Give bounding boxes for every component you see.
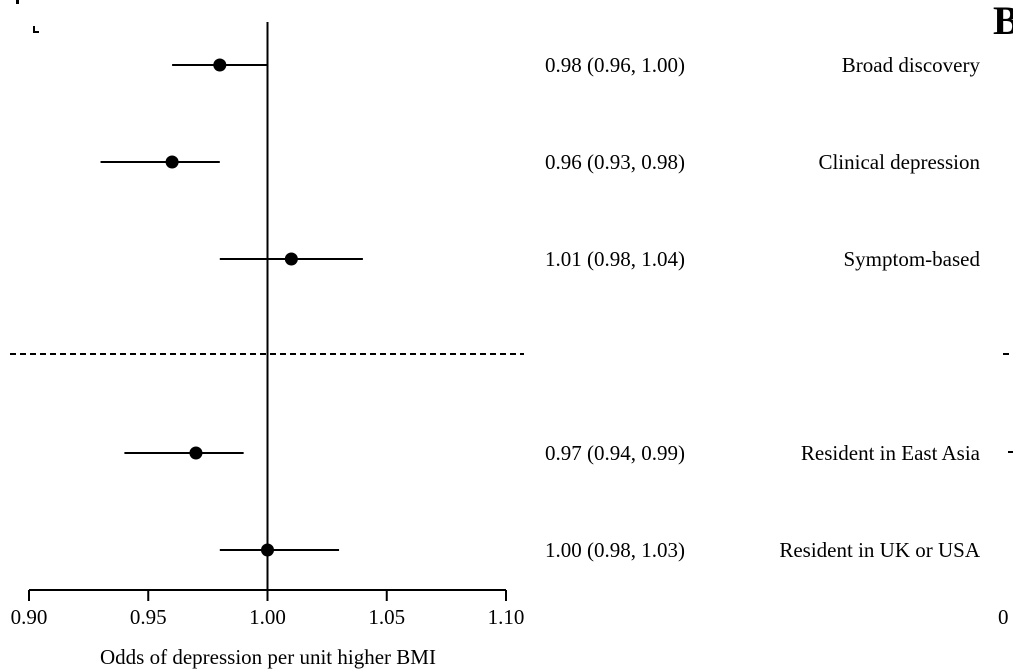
panel-letter-left-fragment	[33, 26, 39, 33]
point-estimate	[165, 155, 179, 169]
point-estimate	[189, 446, 203, 460]
x-tick-label: 1.00	[249, 605, 286, 629]
row-label: Resident in East Asia	[801, 441, 981, 465]
row-label: Resident in UK or USA	[779, 538, 980, 562]
estimate-text: 0.98 (0.96, 1.00)	[545, 53, 685, 77]
x-tick-label: 1.10	[488, 605, 525, 629]
x-tick-label: 1.05	[368, 605, 405, 629]
forest-row: 0.98 (0.96, 1.00) Broad discovery	[172, 53, 980, 77]
row-label: Symptom-based	[844, 247, 981, 271]
x-tick-label: 0.90	[11, 605, 48, 629]
row-label: Clinical depression	[818, 150, 980, 174]
point-estimate	[284, 252, 298, 266]
row-label: Broad discovery	[842, 53, 981, 77]
x-tick-label: 0.95	[130, 605, 167, 629]
point-estimate	[213, 58, 227, 72]
forest-row: 1.01 (0.98, 1.04) Symptom-based	[219, 247, 981, 271]
forest-row: 1.00 (0.98, 1.03) Resident in UK or USA	[219, 538, 981, 562]
forest-row: 0.97 (0.94, 0.99) Resident in East Asia	[124, 441, 981, 465]
estimate-text: 1.01 (0.98, 1.04)	[545, 247, 685, 271]
estimate-text: 1.00 (0.98, 1.03)	[545, 538, 685, 562]
estimate-text: 0.96 (0.93, 0.98)	[545, 150, 685, 174]
x-axis-title: Odds of depression per unit higher BMI	[100, 645, 436, 669]
point-estimate	[261, 543, 274, 557]
panel-letter-b: B	[993, 0, 1013, 43]
forest-row: 0.96 (0.93, 0.98) Clinical depression	[100, 150, 980, 174]
forest-rows: 0.98 (0.96, 1.00) Broad discovery 0.96 (0.…	[100, 53, 981, 562]
panel-letter-left-top-fragment	[16, 0, 19, 4]
right-panel-tick-label-fragment: 0	[998, 605, 1009, 629]
estimate-text: 0.97 (0.94, 0.99)	[545, 441, 685, 465]
x-axis-ticks: 0.90 0.95 1.00 1.05 1.10	[11, 590, 525, 629]
